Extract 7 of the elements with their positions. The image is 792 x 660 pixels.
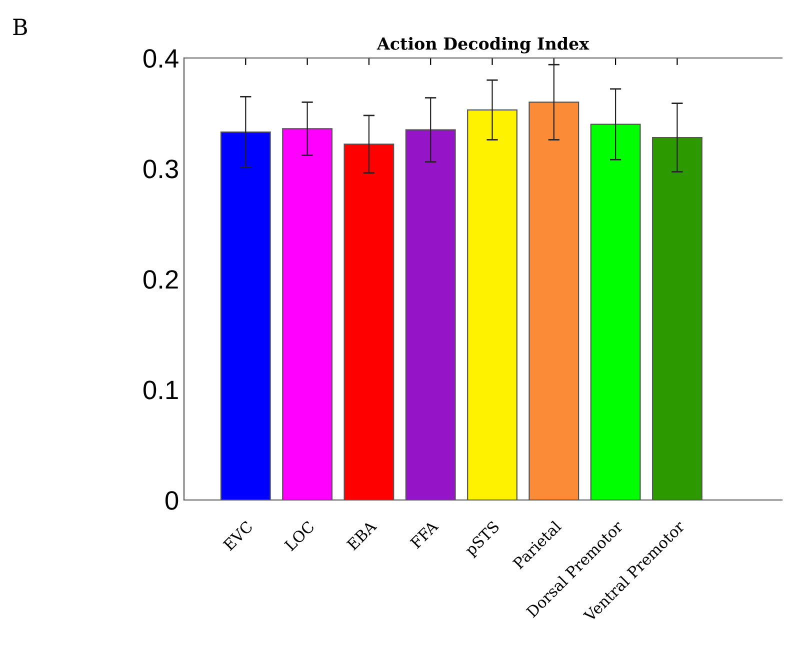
chart-title: Action Decoding Index (376, 37, 590, 54)
y-tick-label: 0 (165, 491, 178, 510)
y-tick-label: 0.2 (143, 270, 178, 289)
text: B (13, 18, 27, 35)
y-tick-label: 0.3 (143, 160, 178, 178)
y-tick-label: 0.1 (143, 380, 178, 400)
y-tick-label: 0.4 (143, 49, 178, 68)
